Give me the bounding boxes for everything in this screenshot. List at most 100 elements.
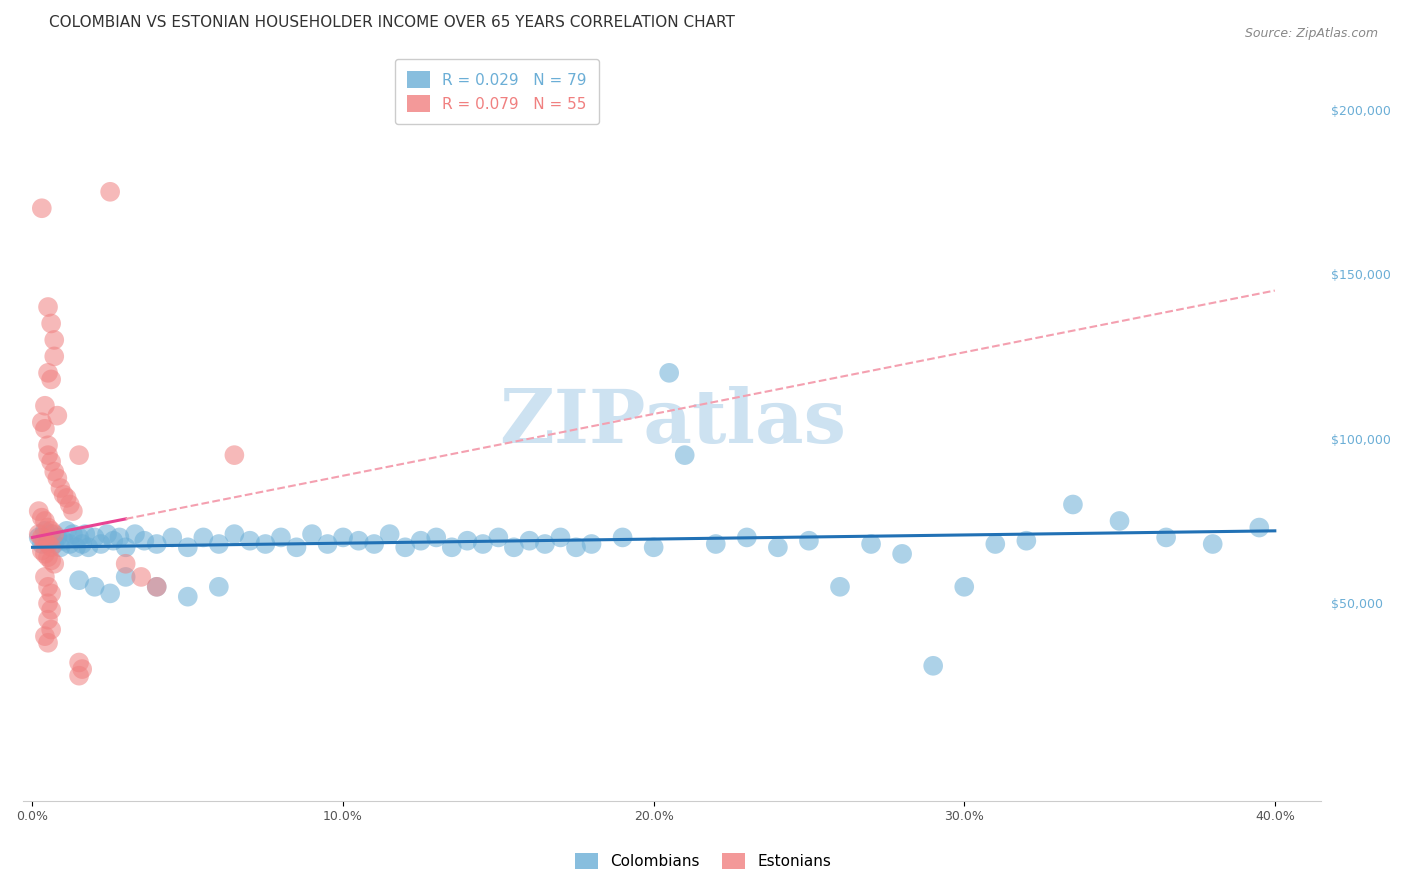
Point (31, 530, 53, 544)
Point (39, 553, 62, 567)
Point (37, 580, 59, 594)
Point (44, 350, 66, 364)
Point (332, 530, 354, 544)
Point (44, 333, 66, 347)
Point (52, 533, 75, 548)
Point (52, 488, 75, 502)
Point (44, 527, 66, 541)
Point (31, 543, 53, 558)
Point (1062, 498, 1084, 512)
Point (984, 537, 1007, 551)
Point (953, 580, 976, 594)
Point (34, 399, 56, 413)
Point (145, 537, 167, 551)
Point (363, 537, 385, 551)
Point (96, 527, 118, 541)
Point (134, 533, 156, 548)
Point (46, 530, 69, 544)
Point (83, 580, 105, 594)
Point (90, 537, 112, 551)
Point (114, 570, 136, 584)
Point (224, 527, 246, 541)
Point (39, 586, 62, 600)
Point (224, 448, 246, 462)
Point (922, 658, 945, 673)
Point (83, 530, 105, 544)
Point (65, 541, 87, 555)
Point (28, 530, 51, 544)
Point (34, 547, 56, 561)
Point (44, 465, 66, 479)
Point (70, 662, 93, 676)
Point (67, 668, 90, 682)
Point (285, 541, 308, 555)
Point (39, 527, 62, 541)
Point (37, 537, 59, 551)
Point (177, 590, 200, 604)
Point (77, 541, 100, 555)
Point (28, 504, 51, 518)
Point (891, 547, 914, 561)
Point (704, 537, 727, 551)
Point (62, 527, 84, 541)
Text: Source: ZipAtlas.com: Source: ZipAtlas.com (1244, 27, 1378, 40)
Point (347, 533, 370, 548)
Point (67, 656, 90, 670)
Point (75, 527, 97, 541)
Point (34, 524, 56, 538)
Point (239, 533, 262, 548)
Point (565, 541, 588, 555)
Point (114, 541, 136, 555)
Point (735, 530, 758, 544)
Point (39, 541, 62, 555)
Point (612, 530, 634, 544)
Point (98, 586, 121, 600)
Point (208, 537, 231, 551)
Point (55, 524, 77, 538)
Text: COLOMBIAN VS ESTONIAN HOUSEHOLDER INCOME OVER 65 YEARS CORRELATION CHART: COLOMBIAN VS ESTONIAN HOUSEHOLDER INCOME… (49, 15, 735, 30)
Point (270, 530, 292, 544)
Point (44, 557, 66, 571)
Point (62, 504, 84, 518)
Point (37, 533, 59, 548)
Point (208, 580, 231, 594)
Point (673, 448, 696, 462)
Point (37, 366, 59, 380)
Point (503, 541, 526, 555)
Point (67, 573, 90, 587)
Point (456, 533, 478, 548)
Point (44, 537, 66, 551)
Point (378, 527, 401, 541)
Point (797, 533, 820, 548)
Point (658, 366, 681, 380)
Point (31, 201, 53, 215)
Point (394, 541, 416, 555)
Point (39, 623, 62, 637)
Point (67, 448, 90, 462)
Point (193, 530, 215, 544)
Point (37, 596, 59, 610)
Point (1154, 530, 1177, 544)
Point (409, 533, 432, 548)
Point (46, 409, 69, 423)
Point (534, 537, 557, 551)
Point (145, 580, 167, 594)
Point (1108, 514, 1130, 528)
Point (145, 580, 167, 594)
Point (37, 520, 59, 534)
Point (34, 570, 56, 584)
Point (67, 530, 90, 544)
Point (37, 636, 59, 650)
Point (31, 510, 53, 524)
Point (440, 541, 463, 555)
Point (37, 448, 59, 462)
Point (28, 527, 51, 541)
Point (46, 471, 69, 485)
Point (129, 570, 152, 584)
Point (177, 541, 200, 555)
Legend: R = 0.029   N = 79, R = 0.079   N = 55: R = 0.029 N = 79, R = 0.079 N = 55 (395, 59, 599, 124)
Point (1015, 533, 1038, 548)
Point (37, 550, 59, 565)
Point (114, 557, 136, 571)
Point (766, 541, 789, 555)
